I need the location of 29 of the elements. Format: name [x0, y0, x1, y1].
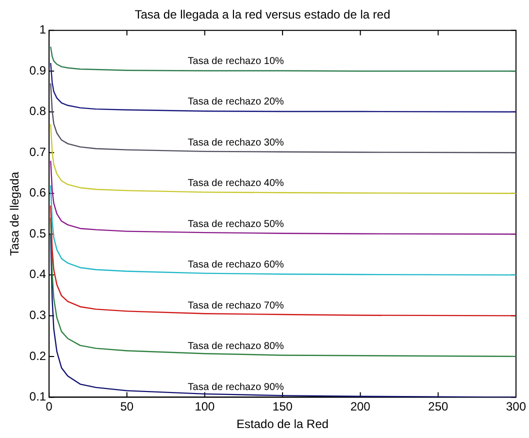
x-tick-label: 200 [350, 400, 371, 414]
y-tick-label: 0.1 [29, 390, 46, 404]
x-tick-label: 150 [272, 400, 293, 414]
y-tick-label: 1 [39, 22, 46, 37]
y-tick-label: 0.7 [29, 144, 46, 159]
series-label: Tasa de rechazo 60% [188, 260, 284, 271]
series-label: Tasa de rechazo 70% [188, 300, 284, 312]
series-label: Tasa de rechazo 90% [188, 382, 284, 393]
y-axis-title: Tasa de llegada [8, 171, 22, 256]
y-tick-label: 0.3 [29, 308, 46, 322]
chart-title: Tasa de llegada a la red versus estado de la red [134, 8, 390, 22]
series-label: Tasa de rechazo 30% [188, 137, 284, 148]
x-tick-label: 50 [120, 400, 134, 414]
series-label: Tasa de rechazo 80% [188, 341, 284, 352]
y-tick-label: 0.5 [29, 226, 46, 240]
y-tick-label: 0.9 [29, 63, 46, 78]
y-tick-label: 0.4 [29, 267, 46, 282]
y-tick-label: 0.6 [29, 186, 46, 200]
y-tick-label: 0.8 [29, 104, 46, 118]
x-tick-label: 250 [428, 400, 449, 414]
x-axis-title: Estado de la Red [236, 417, 329, 432]
x-tick-label: 100 [194, 400, 216, 414]
x-tick-label: 0 [46, 400, 53, 414]
x-tick-label: 300 [506, 400, 526, 414]
series-label: Tasa de rechazo 10% [188, 56, 284, 67]
series-label: Tasa de rechazo 20% [188, 96, 284, 108]
series-label: Tasa de rechazo 50% [188, 218, 284, 230]
y-tick-label: 0.2 [29, 348, 46, 363]
series-label: Tasa de rechazo 40% [188, 178, 284, 190]
